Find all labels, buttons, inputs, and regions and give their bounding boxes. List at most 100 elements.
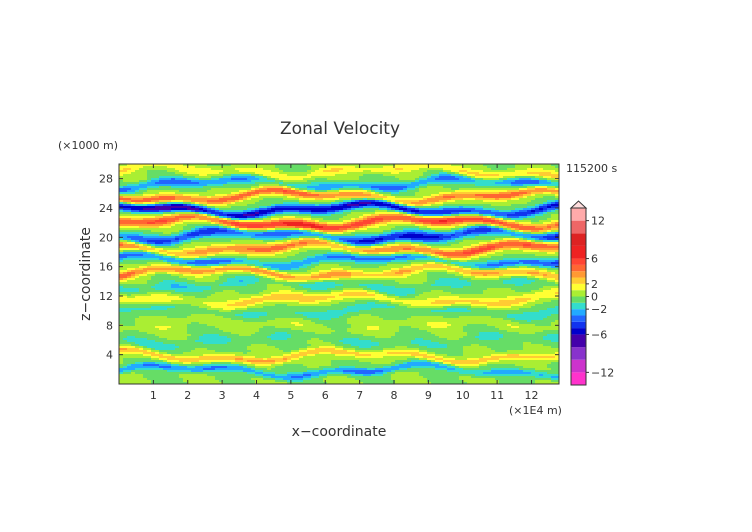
heatmap-cell	[539, 176, 544, 179]
heatmap-cell	[351, 252, 356, 255]
heatmap-cell	[479, 170, 484, 173]
heatmap-cell	[391, 178, 396, 181]
heatmap-cell	[471, 212, 476, 215]
heatmap-cell	[207, 206, 212, 209]
heatmap-cell	[231, 196, 236, 199]
heatmap-cell	[171, 172, 176, 175]
heatmap-cell	[235, 202, 240, 205]
heatmap-cell	[223, 242, 228, 245]
heatmap-cell	[351, 236, 356, 239]
heatmap-cell	[123, 236, 128, 239]
heatmap-cell	[315, 232, 320, 235]
heatmap-cell	[443, 244, 448, 247]
heatmap-cell	[431, 222, 436, 225]
heatmap-cell	[291, 180, 296, 183]
heatmap-cell	[219, 192, 224, 195]
heatmap-cell	[547, 220, 552, 223]
heatmap-cell	[551, 246, 556, 249]
heatmap-cell	[355, 226, 360, 229]
heatmap-cell	[519, 230, 524, 233]
heatmap-cell	[499, 248, 504, 251]
heatmap-cell	[179, 186, 184, 189]
heatmap-cell	[475, 190, 480, 193]
heatmap-cell	[223, 216, 228, 219]
heatmap-cell	[179, 174, 184, 177]
heatmap-cell	[555, 180, 560, 183]
heatmap-cell	[383, 204, 388, 207]
heatmap-cell	[471, 194, 476, 197]
heatmap-cell	[503, 168, 508, 171]
heatmap-cell	[295, 224, 300, 227]
heatmap-cell	[391, 198, 396, 201]
heatmap-cell	[403, 220, 408, 223]
heatmap-cell	[219, 206, 224, 209]
heatmap-cell	[215, 192, 220, 195]
heatmap-cell	[379, 248, 384, 251]
heatmap-cell	[351, 218, 356, 221]
heatmap-cell	[267, 164, 272, 167]
heatmap-cell	[327, 230, 332, 233]
heatmap-cell	[283, 208, 288, 211]
heatmap-cell	[527, 176, 532, 179]
heatmap-cell	[443, 202, 448, 205]
heatmap-cell	[323, 252, 328, 255]
heatmap-cell	[431, 180, 436, 183]
heatmap-cell	[267, 210, 272, 213]
heatmap-cell	[291, 206, 296, 209]
heatmap-cell	[223, 200, 228, 203]
heatmap-cell	[491, 240, 496, 243]
heatmap-cell	[227, 210, 232, 213]
heatmap-cell	[139, 236, 144, 239]
heatmap-cell	[543, 164, 548, 167]
heatmap-cell	[547, 224, 552, 227]
heatmap-cell	[315, 220, 320, 223]
heatmap-cell	[359, 226, 364, 229]
heatmap-cell	[535, 186, 540, 189]
heatmap-cell	[135, 214, 140, 217]
heatmap-cell	[443, 212, 448, 215]
heatmap-cell	[459, 220, 464, 223]
heatmap-cell	[511, 188, 516, 191]
heatmap-cell	[343, 218, 348, 221]
heatmap-cell	[203, 194, 208, 197]
heatmap-cell	[535, 172, 540, 175]
heatmap-cell	[523, 206, 528, 209]
heatmap-cell	[363, 190, 368, 193]
heatmap-cell	[367, 220, 372, 223]
heatmap-cell	[179, 232, 184, 235]
heatmap-cell	[155, 240, 160, 243]
heatmap-cell	[303, 180, 308, 183]
heatmap-cell	[131, 184, 136, 187]
heatmap-cell	[467, 236, 472, 239]
heatmap-cell	[527, 196, 532, 199]
heatmap-cell	[535, 218, 540, 221]
heatmap-cell	[287, 184, 292, 187]
heatmap-cell	[135, 244, 140, 247]
heatmap-cell	[259, 206, 264, 209]
heatmap-cell	[387, 246, 392, 249]
heatmap-cell	[339, 196, 344, 199]
heatmap-cell	[175, 238, 180, 241]
heatmap-cell	[339, 232, 344, 235]
heatmap-cell	[539, 186, 544, 189]
heatmap-cell	[211, 190, 216, 193]
heatmap-cell	[271, 166, 276, 169]
heatmap-cell	[363, 194, 368, 197]
heatmap-cell	[419, 214, 424, 217]
heatmap-cell	[459, 228, 464, 231]
heatmap-cell	[323, 212, 328, 215]
heatmap-cell	[211, 252, 216, 255]
heatmap-cell	[343, 244, 348, 247]
heatmap-cell	[179, 198, 184, 201]
heatmap-cell	[423, 250, 428, 253]
heatmap-cell	[143, 232, 148, 235]
heatmap-cell	[247, 200, 252, 203]
heatmap-cell	[543, 228, 548, 231]
heatmap-cell	[467, 210, 472, 213]
heatmap-cell	[171, 210, 176, 213]
heatmap-cell	[163, 228, 168, 231]
heatmap-cell	[411, 216, 416, 219]
heatmap-cell	[283, 254, 288, 257]
heatmap-cell	[443, 208, 448, 211]
heatmap-cell	[479, 240, 484, 243]
